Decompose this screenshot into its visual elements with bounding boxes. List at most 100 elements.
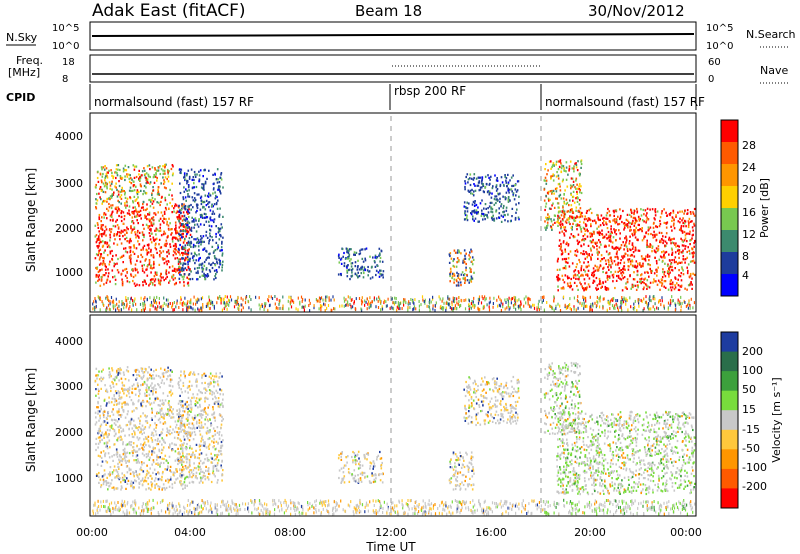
power-cell (142, 208, 145, 211)
velocity-cell (113, 454, 115, 457)
power-cell (106, 254, 109, 257)
power-cell (367, 270, 370, 273)
power-nearrange-cell (333, 307, 335, 311)
power-cell (590, 211, 593, 215)
power-cell (138, 210, 141, 213)
power-cell (116, 174, 119, 177)
power-cell (548, 215, 551, 218)
power-cell (192, 220, 194, 223)
power-cell (548, 207, 551, 210)
power-cell (344, 257, 347, 260)
power-nearrange-cell (496, 298, 498, 302)
power-nearrange-cell (488, 301, 490, 305)
power-cell (123, 190, 125, 193)
power-cell (162, 172, 165, 175)
power-nearrange-cell (354, 307, 356, 311)
power-cell (674, 277, 677, 280)
power-cell (216, 248, 219, 251)
power-cell (453, 258, 455, 261)
power-cell (204, 168, 206, 171)
power-cell (630, 209, 633, 212)
power-nearrange-cell (553, 308, 555, 312)
power-cell (637, 215, 640, 218)
velocity-cell (118, 418, 120, 421)
power-cell (688, 232, 691, 236)
power-cell (641, 227, 643, 230)
power-cell (656, 233, 658, 236)
power-cell (174, 221, 177, 224)
power-cell (602, 267, 604, 270)
power-cell (473, 204, 476, 207)
power-nearrange-cell (258, 303, 260, 307)
power-cell (569, 215, 571, 218)
power-nearrange-cell (233, 305, 236, 309)
velocity-cell (151, 450, 153, 453)
power-nearrange-cell (633, 302, 635, 306)
power-cell (97, 270, 100, 273)
power-cell (205, 258, 207, 261)
power-cell (172, 278, 175, 281)
velocity-cell (126, 471, 129, 474)
power-cell (576, 169, 579, 172)
power-nearrange-cell (469, 305, 471, 308)
power-cell (202, 248, 204, 251)
power-cell (115, 171, 117, 174)
velocity-cell (111, 455, 113, 458)
power-cell (477, 206, 479, 209)
power-nearrange-cell (396, 305, 398, 309)
power-cell (507, 187, 509, 190)
power-cell (676, 282, 678, 285)
power-cell (553, 218, 555, 221)
power-cell (346, 264, 349, 267)
power-nearrange-cell (583, 301, 585, 305)
power-cell (490, 210, 492, 213)
power-nearrange-cell (555, 304, 557, 308)
power-cell (504, 196, 506, 199)
power-nearrange-cell (229, 295, 232, 299)
power-cell (95, 275, 97, 278)
power-cell (515, 211, 517, 214)
power-nearrange-cell (603, 297, 605, 301)
power-cell (205, 204, 208, 207)
power-nearrange-cell (235, 302, 237, 306)
power-cell (171, 240, 174, 243)
power-cell (679, 217, 681, 220)
power-cell (168, 228, 170, 231)
velocity-cell (109, 429, 111, 432)
power-nearrange-cell (516, 299, 518, 303)
power-cell (491, 211, 494, 214)
power-cell (614, 222, 617, 225)
velocity-cell (119, 477, 121, 480)
power-nearrange-cell (171, 303, 174, 307)
power-cell (551, 189, 553, 193)
velocity-cell (117, 413, 120, 417)
power-nearrange-cell (94, 308, 96, 312)
power-cell (212, 261, 214, 264)
power-cell (511, 190, 513, 193)
power-nearrange-cell (322, 298, 324, 302)
power-cell (614, 255, 616, 259)
power-cell (563, 228, 566, 231)
power-cell (219, 190, 221, 193)
power-cell (169, 188, 171, 191)
power-cell (664, 275, 667, 278)
power-cell (213, 187, 215, 190)
power-cell (566, 218, 568, 221)
power-cell (139, 209, 142, 212)
power-cell (138, 231, 141, 234)
velocity-cell (153, 468, 156, 471)
power-cell (619, 215, 622, 218)
power-cell (682, 249, 684, 252)
power-nearrange-cell (324, 309, 326, 312)
power-cell (678, 252, 680, 255)
power-nearrange-cell (510, 297, 512, 301)
velocity-cell (150, 437, 153, 440)
power-cell (183, 284, 185, 287)
power-cell (145, 215, 147, 218)
power-cell (557, 289, 559, 292)
power-cell (652, 236, 655, 239)
power-scatter (92, 159, 696, 313)
power-cell (200, 243, 202, 246)
power-nearrange-cell (187, 305, 189, 309)
power-nearrange-cell (373, 296, 375, 300)
